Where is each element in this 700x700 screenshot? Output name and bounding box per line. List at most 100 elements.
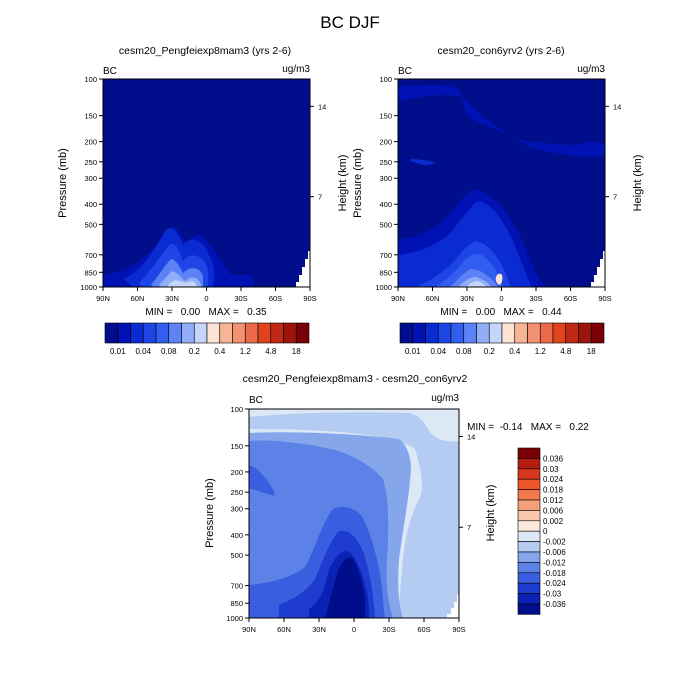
panel-2-colorbar-label: 0.01: [405, 347, 421, 356]
panel-3-colorbar-box: [517, 551, 541, 563]
panel-3-x-tick-label: 30N: [312, 625, 326, 634]
panel-1-colorbar-label: 18: [292, 347, 301, 356]
panel-3-contour-level-minus-018-patch: [249, 465, 275, 496]
panel-3-colorbar-label: 0.002: [543, 517, 564, 526]
panel-2-x-tick-label: 0: [499, 294, 503, 303]
panel-1-axes: 90N 60N 30N 0 30S 60S 90S 100 150 200 250 300 400 500…: [80, 75, 326, 303]
panel-3-colorbar-label: -0.006: [543, 548, 566, 557]
panel-3-colorbar-box: [517, 541, 541, 553]
panel-3-y-tick-label: 1000: [226, 614, 243, 623]
panel-1-right-tick-label: 14: [318, 102, 326, 111]
panel-3-colorbar-box: [517, 593, 541, 605]
panel-3-contour-level-minus-002: [249, 412, 459, 618]
panel-3-y-tick-label: 700: [230, 582, 243, 591]
panel-1-colorbar-box: [270, 322, 284, 344]
figure-title: BC DJF: [320, 13, 380, 32]
panel-3-x-tick-label: 60N: [277, 625, 291, 634]
panel-1: cesm20_Pengfeiexp8mam3 (yrs 2-6) BC ug/m…: [57, 45, 349, 356]
panel-3-colorbar-label: 0.024: [543, 475, 564, 484]
panel-3-y-tick-label: 150: [230, 442, 243, 451]
panel-1-right-label: ug/m3: [282, 64, 310, 75]
panel-3-y-tick-label: 400: [230, 531, 243, 540]
panel-3-x-tick-label: 90N: [242, 625, 256, 634]
panel-2-axes: 90N 60N 30N 0 30S 60S 90S 100 150 200 250 300 400 500…: [375, 75, 621, 303]
panel-2-colorbar-box: [514, 322, 528, 344]
panel-2-contour-level-7: [466, 281, 486, 287]
panel-1-y-tick-label: 250: [84, 158, 97, 167]
panel-2-colorbar-box: [412, 322, 426, 344]
panel-2-colorbar-box: [539, 322, 554, 344]
panel-2-colorbar-box: [476, 322, 490, 344]
panel-3-colorbar-box: [517, 499, 541, 511]
panel-3-right-tick-label: 14: [467, 432, 475, 441]
panel-1-stats: MIN = 0.00 MAX = 0.35: [145, 307, 267, 318]
panel-2-colorbar-box: [565, 322, 579, 344]
panel-3-colorbar-label: 0.012: [543, 496, 564, 505]
panel-2-left-label: BC: [398, 66, 412, 77]
panel-3-colorbar-box: [517, 530, 541, 542]
panel-1-missing-data-region: [296, 251, 310, 287]
panel-2-stats: MIN = 0.00 MAX = 0.44: [440, 307, 562, 318]
panel-1-colorbar-label: 0.04: [135, 347, 151, 356]
panel-3-y-tick-label: 100: [230, 405, 243, 414]
panel-2-y-tick-label: 400: [379, 200, 392, 209]
panel-3-colorbar-label: -0.012: [543, 558, 566, 567]
panel-3-colorbar-box: [517, 572, 541, 584]
panel-1-contour-level-6: [167, 280, 197, 287]
panel-2-x-tick-label: 90N: [391, 294, 405, 303]
panel-1-colorbar-label: 0.01: [110, 347, 126, 356]
panel-2-missing-data-region: [591, 251, 605, 287]
panel-2-y-tick-label: 150: [379, 112, 392, 121]
panel-1-colorbar-box: [193, 322, 208, 344]
panel-1-colorbar-box: [155, 322, 170, 344]
panel-2-plot-area: [398, 79, 605, 287]
panel-3-colorbar-box: [517, 458, 541, 470]
panel-1-colorbar-label: 4.8: [265, 347, 277, 356]
panel-2-x-tick-label: 60S: [564, 294, 577, 303]
panel-2-right-tick-label: 14: [613, 102, 621, 111]
panel-3-y-tick-label: 500: [230, 551, 243, 560]
panel-3-colorbar-box: [517, 510, 541, 522]
panel-2-colorbar-box: [527, 322, 541, 344]
panel-1-colorbar-label: 1.2: [240, 347, 252, 356]
panel-2-y-tick-label: 300: [379, 174, 392, 183]
panel-1-right-axis-label: Height (km): [337, 155, 349, 212]
panel-2-colorbar: 0.01 0.04 0.08 0.2 0.4 1.2 4.8 18: [399, 322, 605, 356]
panel-3-left-label: BC: [249, 395, 263, 406]
panel-1-x-tick-label: 30N: [165, 294, 179, 303]
panel-2-colorbar-box: [463, 322, 477, 344]
panel-2-y-tick-label: 100: [379, 75, 392, 84]
panel-2-y-axis-label: Pressure (mb): [352, 148, 364, 218]
panel-3-colorbar-box: [517, 582, 541, 594]
panel-2-y-tick-label: 200: [379, 138, 392, 147]
panel-1-x-tick-label: 90S: [303, 294, 316, 303]
panel-2-colorbar-box: [590, 322, 605, 344]
panel-2-title: cesm20_con6yrv2 (yrs 2-6): [437, 45, 564, 57]
panel-2-x-tick-label: 90S: [598, 294, 611, 303]
panel-3-x-tick-label: 90S: [452, 625, 465, 634]
panel-2-right-tick-label: 7: [613, 193, 617, 202]
panel-2-colorbar-box: [578, 322, 592, 344]
panel-1-y-tick-label: 850: [84, 268, 97, 277]
panel-3-y-tick-label: 300: [230, 505, 243, 514]
panel-3-colorbar-box: [517, 520, 541, 532]
panel-1-y-tick-label: 400: [84, 200, 97, 209]
panel-1-colorbar-box: [117, 322, 131, 344]
panel-1-colorbar: 0.01 0.04 0.08 0.2 0.4 1.2 4.8 18: [104, 322, 310, 356]
panel-2: cesm20_con6yrv2 (yrs 2-6) BC ug/m3 90N 60…: [352, 45, 644, 356]
panel-1-x-tick-label: 90N: [96, 294, 110, 303]
panel-1-colorbar-box: [244, 322, 259, 344]
panel-3-colorbar-box: [517, 562, 541, 574]
panel-1-x-tick-label: 60N: [131, 294, 145, 303]
panel-3-right-tick-label: 7: [467, 523, 471, 532]
panel-1-colorbar-box: [283, 322, 297, 344]
panel-2-y-tick-label: 1000: [375, 283, 392, 292]
panel-3-y-axis-label: Pressure (mb): [204, 478, 216, 548]
panel-1-y-tick-label: 150: [84, 112, 97, 121]
panel-2-y-tick-label: 250: [379, 158, 392, 167]
panel-2-y-tick-label: 500: [379, 220, 392, 229]
panel-1-colorbar-box: [219, 322, 233, 344]
panel-3-colorbar-label: 0: [543, 527, 548, 536]
panel-1-y-tick-label: 500: [84, 220, 97, 229]
panel-1-colorbar-label: 0.2: [189, 347, 201, 356]
